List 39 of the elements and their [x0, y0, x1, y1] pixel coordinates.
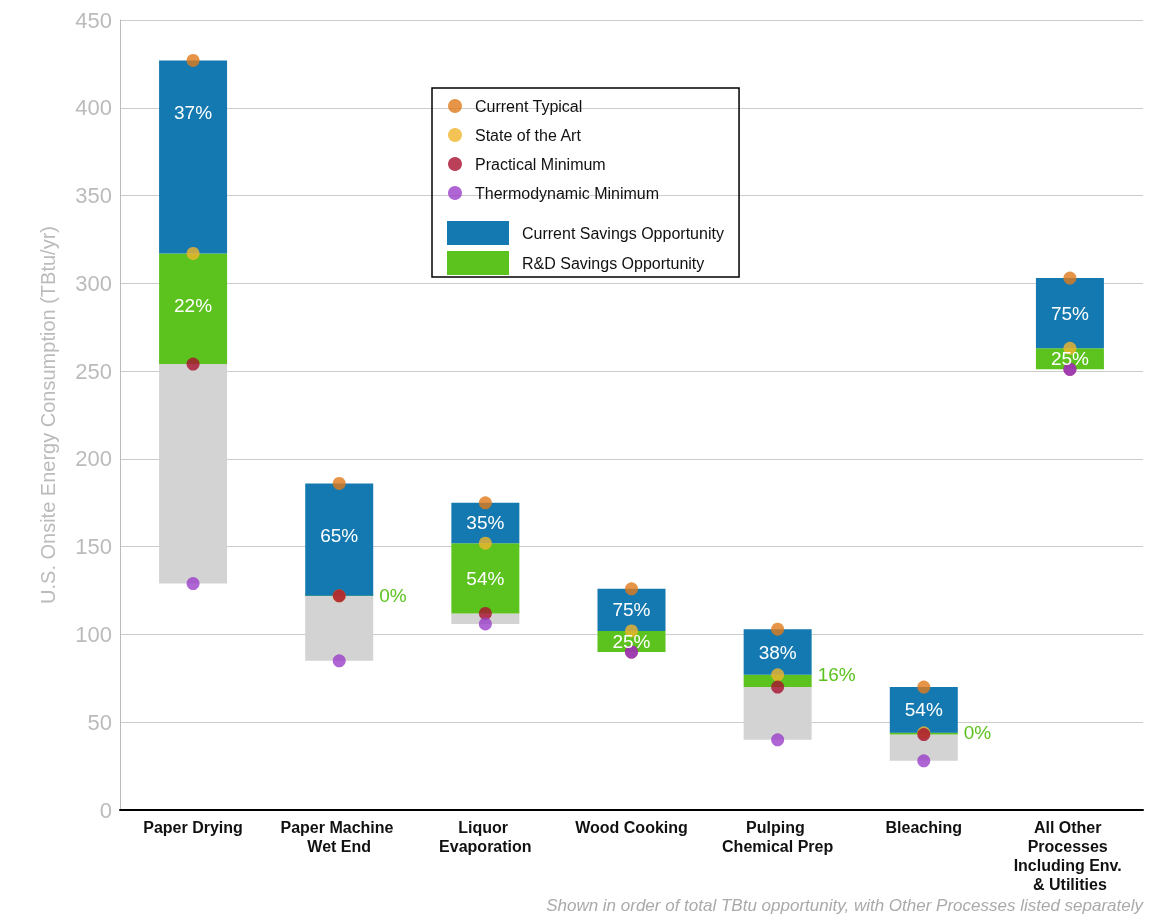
annotation: 65% [320, 524, 359, 546]
legend-label: State of the Art [475, 126, 582, 144]
annotation: 25% [612, 630, 651, 652]
legend-label: Current Savings Opportunity [522, 224, 724, 242]
y-tick-label: 150 [75, 534, 112, 560]
y-tick-label: 300 [75, 270, 112, 296]
legend-label: Practical Minimum [475, 155, 606, 173]
annotation: 0% [379, 585, 407, 607]
y-tick-label: 450 [75, 7, 112, 33]
x-tick-label: Liquor Evaporation [439, 819, 532, 855]
y-tick-label: 350 [75, 183, 112, 209]
annotation: 54% [904, 699, 943, 721]
x-tick-label: Bleaching [885, 819, 963, 836]
x-tick-label: Paper Drying [143, 819, 243, 836]
y-tick-label: 50 [87, 709, 112, 735]
y-tick-label: 0 [99, 797, 112, 823]
annotation: 75% [612, 599, 651, 621]
y-tick-label: 200 [75, 446, 112, 472]
annotation: 54% [466, 567, 505, 589]
x-tick-label: Pulping Chemical Prep [722, 819, 834, 855]
x-tick-label: Wood Cooking [575, 819, 688, 836]
annotation: 37% [174, 101, 213, 123]
annotation: 38% [758, 641, 797, 663]
x-tick-label: All Other Processes Including Env. & Utilities [1013, 819, 1127, 893]
annotation: 16% [817, 664, 856, 686]
annotation: 0% [963, 722, 992, 744]
x-tick-label: Paper Machine Wet End [280, 819, 398, 855]
annotation: 35% [466, 512, 505, 534]
y-tick-label: 100 [75, 621, 112, 647]
text: Shown in order of total TBtu opportunity, with Other Processes listed separately [546, 896, 1145, 915]
annotation: 25% [1050, 348, 1090, 370]
legend-label: Current Typical [475, 97, 583, 115]
annotation: 75% [1050, 302, 1090, 324]
y-tick-label: 400 [75, 95, 112, 121]
y-axis-title: U.S. Onsite Energy Consumption (TBtu/yr) [37, 226, 59, 604]
y-tick-label: 250 [75, 358, 112, 384]
legend-label: Thermodynamic Minimum [475, 184, 660, 202]
annotation: 22% [174, 294, 213, 316]
legend-label: R&D Savings Opportunity [522, 254, 705, 272]
